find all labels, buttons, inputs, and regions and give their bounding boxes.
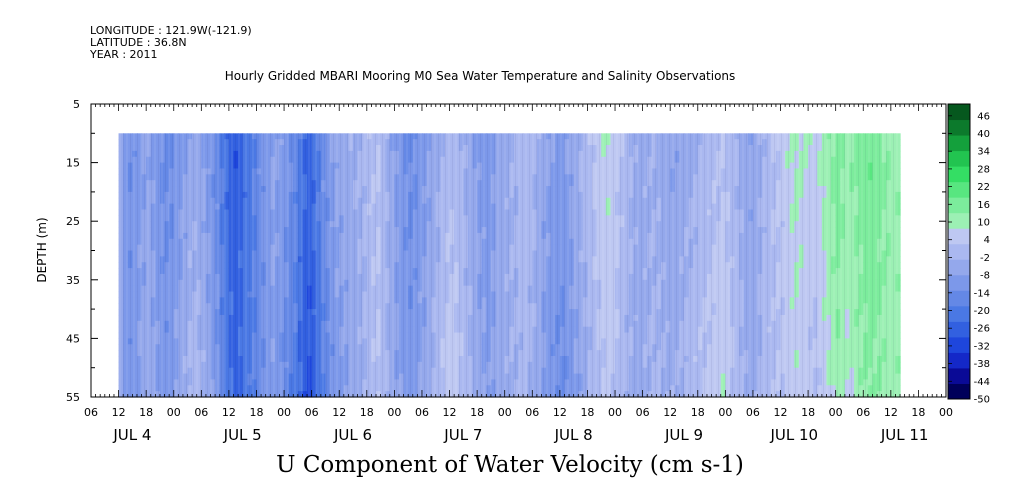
year-label: YEAR : 2011: [90, 48, 158, 61]
x-axis-label: U Component of Water Velocity (cm s-1): [276, 452, 744, 478]
latitude-label: LATITUDE : 36.8N: [90, 36, 187, 49]
longitude-label: LONGITUDE : 121.9W(-121.9): [90, 24, 252, 37]
chart-title: Hourly Gridded MBARI Mooring M0 Sea Wate…: [224, 69, 736, 83]
